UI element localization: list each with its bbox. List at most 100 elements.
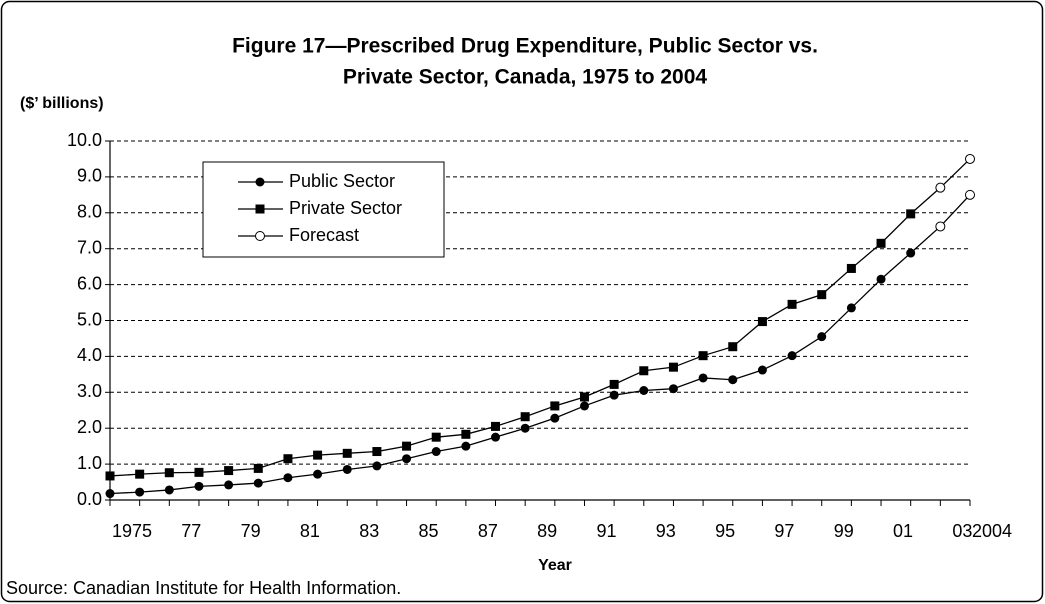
point bbox=[876, 238, 886, 248]
legend-marker bbox=[255, 231, 265, 241]
point bbox=[906, 209, 916, 219]
y-tick-label: 5.0 bbox=[77, 309, 102, 329]
chart-title: Private Sector, Canada, 1975 to 2004 bbox=[343, 66, 708, 89]
point bbox=[579, 392, 589, 402]
y-tick-label: 1.0 bbox=[77, 453, 102, 473]
point bbox=[935, 221, 946, 232]
point bbox=[283, 473, 293, 483]
point bbox=[935, 182, 946, 193]
point bbox=[402, 441, 412, 451]
y-tick-label: 9.0 bbox=[77, 166, 102, 186]
point bbox=[579, 401, 589, 411]
point bbox=[372, 447, 382, 457]
point bbox=[224, 480, 234, 490]
point bbox=[164, 485, 174, 495]
legend-label: Public Sector bbox=[289, 171, 395, 191]
point bbox=[609, 379, 619, 389]
chart-title: Figure 17—Prescribed Drug Expenditure, P… bbox=[232, 35, 818, 58]
point bbox=[164, 468, 174, 478]
point bbox=[135, 469, 145, 479]
point bbox=[135, 487, 145, 497]
point bbox=[491, 432, 501, 442]
x-tick-label: 83 bbox=[359, 521, 379, 541]
series-line bbox=[939, 194, 971, 227]
x-tick-label: 95 bbox=[715, 521, 735, 541]
x-tick-label: 99 bbox=[834, 521, 854, 541]
point bbox=[698, 373, 708, 383]
source: Source: Canadian Institute for Health In… bbox=[6, 578, 401, 598]
point bbox=[906, 248, 916, 258]
point bbox=[668, 362, 678, 372]
forecast-connector bbox=[910, 225, 941, 254]
x-tick-label: 01 bbox=[893, 521, 913, 541]
x-tick-label: 89 bbox=[537, 521, 557, 541]
point bbox=[876, 274, 886, 284]
x-tick-label: 77 bbox=[181, 521, 201, 541]
y-tick-label: 10.0 bbox=[67, 130, 102, 150]
y-tick-label: 3.0 bbox=[77, 381, 102, 401]
x-tick-label: 03 bbox=[952, 521, 972, 541]
legend-label: Forecast bbox=[289, 225, 359, 245]
point bbox=[313, 469, 323, 479]
point bbox=[253, 478, 263, 488]
point bbox=[431, 447, 441, 457]
y-tick-label: 6.0 bbox=[77, 273, 102, 293]
point bbox=[431, 432, 441, 442]
point bbox=[609, 390, 619, 400]
point bbox=[757, 365, 767, 375]
point bbox=[639, 366, 649, 376]
point bbox=[491, 421, 501, 431]
point bbox=[757, 317, 767, 327]
y-tick-label: 2.0 bbox=[77, 417, 102, 437]
point bbox=[283, 454, 293, 464]
point bbox=[846, 263, 856, 273]
point bbox=[550, 413, 560, 423]
x-tick-label: 2004 bbox=[972, 521, 1012, 541]
x-tick-label: 81 bbox=[300, 521, 320, 541]
point bbox=[639, 386, 649, 396]
point bbox=[698, 351, 708, 361]
point bbox=[550, 401, 560, 411]
point bbox=[520, 423, 530, 433]
point bbox=[342, 448, 352, 458]
x-tick-label: 91 bbox=[596, 521, 616, 541]
x-tick-label: 79 bbox=[241, 521, 261, 541]
point bbox=[965, 153, 975, 164]
x-tick-label: 93 bbox=[656, 521, 676, 541]
point bbox=[787, 299, 797, 309]
point bbox=[461, 429, 471, 439]
point bbox=[372, 461, 382, 471]
point bbox=[728, 375, 738, 385]
y-axis-label: ($’ billions) bbox=[20, 95, 104, 112]
x-tick-label: 97 bbox=[774, 521, 794, 541]
point bbox=[520, 412, 530, 422]
legend-label: Private Sector bbox=[289, 198, 402, 218]
point bbox=[194, 481, 204, 491]
x-tick-label: 87 bbox=[478, 521, 498, 541]
series-line bbox=[939, 158, 971, 189]
point bbox=[728, 342, 738, 352]
point bbox=[402, 454, 412, 464]
legend-marker bbox=[255, 204, 265, 214]
point bbox=[313, 450, 323, 460]
x-tick-label: 85 bbox=[419, 521, 439, 541]
series-line bbox=[109, 252, 912, 495]
x-tick-label: 1975 bbox=[112, 521, 152, 541]
point bbox=[817, 290, 827, 300]
point bbox=[817, 332, 827, 342]
x-axis-label: Year bbox=[538, 557, 572, 574]
y-tick-label: 4.0 bbox=[77, 345, 102, 365]
point bbox=[105, 471, 115, 481]
legend-marker bbox=[255, 177, 265, 187]
point bbox=[668, 384, 678, 394]
point bbox=[105, 489, 115, 499]
series-line bbox=[109, 213, 912, 477]
point bbox=[787, 351, 797, 361]
point bbox=[224, 466, 234, 476]
point bbox=[253, 463, 263, 473]
point bbox=[965, 189, 975, 200]
forecast-connector bbox=[910, 187, 941, 215]
point bbox=[846, 303, 856, 313]
